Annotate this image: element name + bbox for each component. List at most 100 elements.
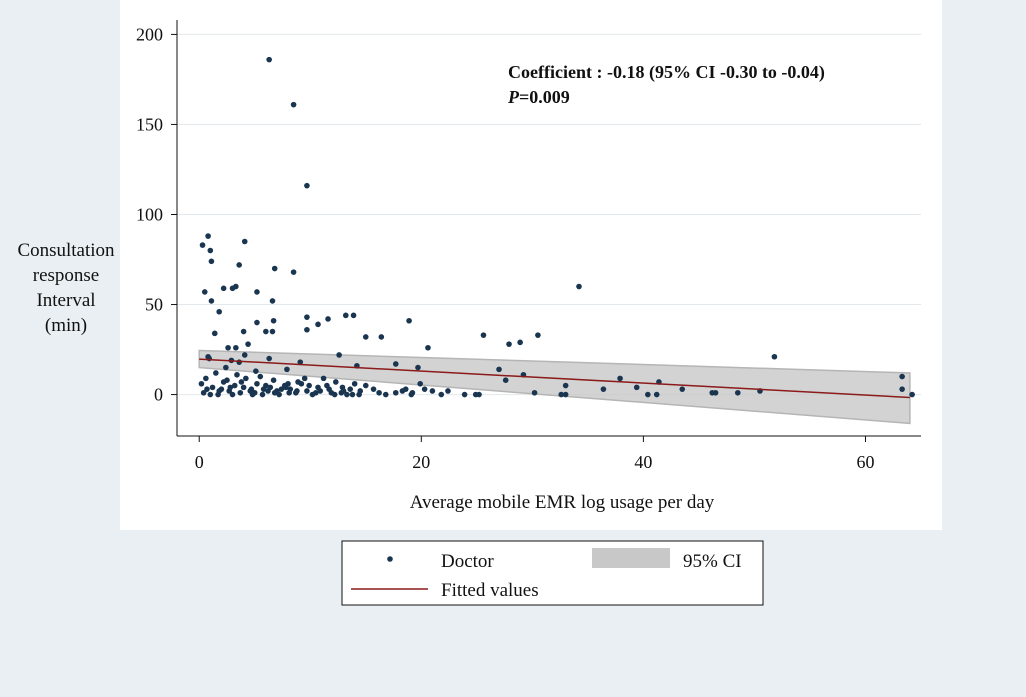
annotation-coefficient: Coefficient : -0.18 (95% CI -0.30 to -0.… <box>508 62 825 83</box>
data-point <box>342 312 349 319</box>
data-point <box>295 379 301 385</box>
legend-label-fitted: Fitted values <box>441 580 539 601</box>
data-point <box>241 352 248 358</box>
data-point <box>351 380 358 387</box>
data-point <box>438 391 445 398</box>
annotation-p-symbol: P <box>507 87 520 107</box>
y-axis-title: Consultation response Interval (min) <box>17 240 115 336</box>
data-point <box>332 379 339 385</box>
data-point <box>290 101 297 108</box>
data-point <box>259 391 266 398</box>
data-point <box>245 341 251 347</box>
data-point <box>362 334 369 340</box>
data-point <box>562 391 569 398</box>
data-point <box>382 391 389 398</box>
annotation-p-value: =0.009 <box>519 87 570 107</box>
data-point <box>517 339 523 346</box>
data-point <box>304 182 310 189</box>
data-point <box>254 289 260 295</box>
legend-box <box>341 540 764 606</box>
data-point <box>205 233 211 239</box>
data-point <box>208 298 215 304</box>
data-point <box>325 316 331 322</box>
data-point <box>290 269 297 275</box>
data-point <box>304 314 310 320</box>
data-point <box>216 308 222 315</box>
y-tick-label: 0 <box>154 385 163 405</box>
data-point <box>220 285 227 292</box>
data-point <box>576 283 582 290</box>
data-point <box>203 375 209 382</box>
data-point <box>224 377 230 383</box>
data-point <box>206 355 213 362</box>
data-point <box>237 389 244 396</box>
data-point <box>223 364 229 371</box>
fitted-line-layer <box>199 358 910 399</box>
data-point <box>200 389 207 396</box>
y-axis-title-line: Interval <box>36 290 95 311</box>
data-point <box>254 319 260 326</box>
axes: 0 50 100 150 200 0 20 40 60 <box>136 20 921 472</box>
fitted-line <box>199 358 910 399</box>
data-point <box>286 389 292 396</box>
data-point <box>317 388 324 394</box>
data-point <box>480 332 487 338</box>
x-tick-label: 0 <box>195 452 204 472</box>
data-point <box>240 328 247 335</box>
data-point <box>304 388 310 394</box>
data-point <box>324 382 330 389</box>
annotation: Coefficient : -0.18 (95% CI -0.30 to -0.… <box>507 62 825 107</box>
data-point <box>304 326 310 333</box>
y-tick-label: 100 <box>136 204 163 224</box>
data-point <box>445 388 451 394</box>
data-point <box>558 391 565 398</box>
data-point <box>266 56 272 63</box>
data-point <box>257 373 264 380</box>
data-point <box>362 382 369 389</box>
x-tick-label: 60 <box>856 452 874 472</box>
data-point <box>645 391 651 398</box>
data-point <box>617 375 623 382</box>
data-point <box>535 332 541 338</box>
data-point <box>269 298 276 304</box>
data-point <box>653 391 660 398</box>
y-tick-label: 150 <box>136 114 163 134</box>
data-point <box>496 366 502 373</box>
y-tick-label: 50 <box>145 295 163 315</box>
data-point <box>370 386 377 392</box>
data-point <box>198 380 205 387</box>
data-point <box>238 379 245 385</box>
data-point <box>392 361 399 367</box>
data-point <box>712 389 719 396</box>
annotation-pvalue: P=0.009 <box>507 87 570 107</box>
legend-label-doctor: Doctor <box>441 551 494 572</box>
data-point <box>415 364 421 371</box>
y-axis-title-line: response <box>33 265 99 286</box>
data-point <box>270 377 277 383</box>
data-point <box>320 375 327 382</box>
data-point <box>269 328 276 335</box>
data-point <box>236 262 242 268</box>
data-point <box>899 386 905 392</box>
legend-label-ci: 95% CI <box>683 551 742 572</box>
data-point <box>211 330 218 337</box>
data-point <box>283 384 289 391</box>
data-point <box>502 377 509 383</box>
data-point <box>350 312 357 319</box>
data-point <box>909 391 915 398</box>
data-point <box>461 391 468 398</box>
data-point <box>301 375 308 382</box>
data-point <box>253 368 259 374</box>
data-point <box>331 391 338 398</box>
data-point <box>771 353 778 360</box>
data-point <box>236 359 242 365</box>
data-point <box>633 384 640 391</box>
data-point <box>406 317 412 324</box>
data-point <box>233 344 239 351</box>
data-point <box>734 389 741 396</box>
legend: Doctor 95% CI Fitted values <box>341 540 764 606</box>
data-point <box>417 380 423 387</box>
data-point <box>266 355 272 362</box>
data-point <box>233 283 239 290</box>
